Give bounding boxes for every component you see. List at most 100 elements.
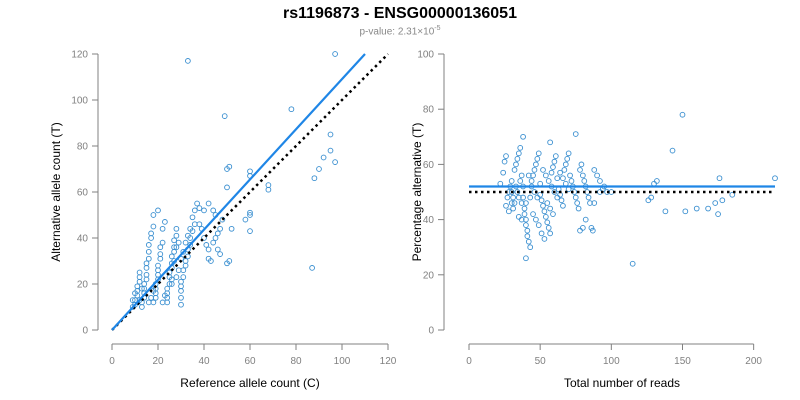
data-point xyxy=(332,51,338,57)
data-point xyxy=(580,172,586,179)
data-point xyxy=(547,230,553,237)
data-point xyxy=(524,233,531,240)
x-tick-label: 100 xyxy=(603,356,620,367)
data-point xyxy=(180,248,187,255)
data-point xyxy=(152,294,159,301)
data-point xyxy=(538,197,545,204)
data-point xyxy=(265,182,272,188)
data-point xyxy=(581,178,588,184)
data-point xyxy=(185,232,191,239)
x-tick-label: 150 xyxy=(674,356,691,367)
data-point xyxy=(171,248,177,255)
data-point xyxy=(712,200,719,206)
data-point xyxy=(543,213,549,220)
data-point xyxy=(143,276,150,283)
data-point xyxy=(242,216,249,223)
data-point xyxy=(533,216,539,223)
data-point xyxy=(247,209,253,216)
data-point xyxy=(214,246,221,253)
chart-title: rs1196873 - ENSG00000136051 xyxy=(283,5,517,22)
data-point xyxy=(582,216,589,223)
data-point xyxy=(548,169,555,176)
x-tick-label: 50 xyxy=(535,356,547,367)
data-point xyxy=(511,200,518,206)
data-point xyxy=(545,178,552,184)
data-point xyxy=(155,276,161,283)
data-point xyxy=(164,299,171,306)
data-point xyxy=(523,222,529,228)
data-point xyxy=(164,285,171,292)
data-point xyxy=(217,251,223,257)
data-point xyxy=(557,169,563,176)
data-point xyxy=(224,184,230,191)
data-point xyxy=(547,205,553,212)
data-point xyxy=(540,202,546,209)
data-point xyxy=(157,251,164,257)
data-point xyxy=(523,216,529,223)
data-point xyxy=(136,278,143,285)
data-point xyxy=(540,167,546,173)
data-point xyxy=(504,194,511,201)
data-point xyxy=(514,189,521,195)
data-point xyxy=(575,205,582,212)
y-tick-label: 100 xyxy=(71,96,88,107)
data-point xyxy=(772,175,778,182)
chart-subtitle: p-value: 2.31×10-5 xyxy=(0,25,800,37)
y-tick-label: 60 xyxy=(423,160,435,171)
data-point xyxy=(145,248,152,255)
data-point xyxy=(182,258,189,264)
x-tick-label: 20 xyxy=(152,356,164,367)
data-point xyxy=(534,194,541,201)
data-point xyxy=(520,194,526,201)
data-point xyxy=(201,235,207,241)
data-point xyxy=(205,200,212,207)
x-tick-label: 40 xyxy=(198,356,210,367)
data-point xyxy=(527,194,534,201)
data-point xyxy=(588,225,595,231)
data-point xyxy=(587,200,593,206)
data-point xyxy=(141,281,148,287)
data-point xyxy=(171,237,177,244)
y-tick-label: 80 xyxy=(423,105,435,116)
data-point xyxy=(528,178,535,184)
data-point xyxy=(155,267,161,274)
x-tick-label: 100 xyxy=(334,356,351,367)
data-point xyxy=(574,200,581,206)
data-point xyxy=(530,211,536,217)
data-point xyxy=(648,194,655,201)
data-point xyxy=(530,172,536,179)
data-point xyxy=(568,178,575,184)
data-point xyxy=(145,242,152,248)
data-point xyxy=(679,111,686,118)
data-point xyxy=(662,208,669,215)
data-point xyxy=(525,238,532,245)
data-point xyxy=(544,200,551,206)
data-point xyxy=(178,278,184,285)
data-point xyxy=(572,194,579,201)
subtitle-exponent: -5 xyxy=(434,25,441,32)
y-tick-label: 0 xyxy=(428,326,434,337)
data-point xyxy=(567,172,573,179)
data-point xyxy=(565,150,572,157)
data-point xyxy=(554,175,561,182)
data-point xyxy=(332,159,338,165)
data-point xyxy=(150,299,157,306)
data-point xyxy=(134,283,141,290)
data-point xyxy=(175,239,182,246)
data-point xyxy=(187,242,194,248)
data-point xyxy=(562,161,569,168)
data-point xyxy=(159,299,166,306)
data-point xyxy=(224,260,230,267)
data-point xyxy=(157,255,164,262)
data-point xyxy=(591,167,598,173)
x-tick-label: 0 xyxy=(109,356,115,367)
data-point xyxy=(148,230,154,237)
data-point xyxy=(208,258,214,264)
data-point xyxy=(551,189,558,195)
data-point xyxy=(150,223,157,230)
data-point xyxy=(510,194,516,201)
data-point xyxy=(550,164,556,171)
data-point xyxy=(226,163,233,170)
reference-line xyxy=(111,53,389,331)
data-point xyxy=(182,262,189,269)
